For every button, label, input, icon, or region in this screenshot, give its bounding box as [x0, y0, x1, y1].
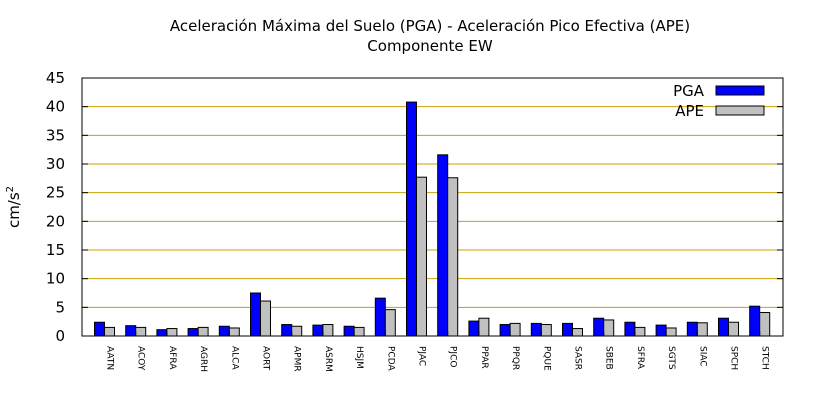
x-tick-label: AATN	[105, 346, 115, 370]
y-tick-label: 40	[46, 98, 65, 116]
x-tick-label: ASRM	[323, 346, 333, 372]
y-axis-label-unit: cm/s	[5, 192, 23, 228]
x-tick-label: AFRA	[167, 346, 177, 370]
bar-ape-siac	[696, 322, 708, 337]
plot-frame	[81, 77, 784, 337]
bar-ape-afra	[166, 328, 178, 337]
legend-label-pga: PGA	[673, 82, 705, 100]
bar-ape-stch	[759, 311, 771, 337]
x-tick-label: APMR	[292, 346, 302, 372]
y-tick-label: 15	[46, 241, 65, 259]
bar-ape-pque	[540, 324, 552, 337]
bar-ape-ppar	[478, 317, 490, 337]
bar-ape-apmr	[291, 325, 303, 337]
x-tick-label: STCH	[760, 346, 770, 370]
x-tick-label: SASR	[573, 346, 583, 370]
x-tick-label: SFRA	[635, 346, 645, 370]
x-tick-label: PQUE	[541, 346, 551, 371]
bar-ape-aort	[260, 300, 271, 337]
bar-pga-asrm	[312, 324, 324, 337]
bar-pga-agrh	[187, 328, 199, 337]
x-tick-label: AGRH	[198, 346, 208, 372]
bar-ape-aatn	[104, 326, 115, 337]
bar-ape-hsjm	[353, 326, 365, 337]
bar-ape-acoy	[135, 326, 147, 337]
bar-ape-sasr	[572, 328, 583, 337]
bar-ape-sbeb	[603, 319, 615, 337]
y-tick-label: 5	[55, 298, 65, 316]
legend: PGA APE	[673, 82, 765, 120]
bar-ape-pjco	[447, 177, 459, 337]
bar-ape-spch	[728, 321, 739, 337]
bars	[94, 101, 771, 337]
bar-pga-hsjm	[343, 325, 355, 337]
y-tick-label: 30	[46, 155, 65, 173]
x-axis-ticks: AATN ACOY AFRA AGRH ALCA AORT APMR ASRM HSJM PCDA…	[104, 331, 770, 372]
grid-lines	[82, 106, 783, 308]
legend-swatch-pga	[715, 85, 765, 96]
bar-pga-apmr	[281, 324, 293, 337]
y-tick-label: 0	[55, 327, 65, 345]
bar-ape-alca	[228, 327, 240, 337]
x-tick-label: SGTS	[666, 346, 676, 370]
bar-pga-sasr	[562, 322, 573, 337]
bar-ape-agrh	[197, 326, 209, 337]
x-tick-label: AORT	[261, 346, 271, 371]
y-tick-label: 45	[46, 69, 65, 87]
bar-pga-aort	[250, 292, 261, 337]
bar-pga-spch	[718, 317, 729, 337]
bar-pga-pjac	[406, 101, 417, 337]
y-tick-label: 25	[46, 184, 65, 202]
bar-pga-pjco	[437, 154, 449, 337]
bar-pga-stch	[749, 305, 761, 337]
x-tick-label: PPAR	[479, 346, 489, 369]
bar-pga-siac	[686, 321, 698, 337]
bar-pga-ppar	[468, 320, 480, 337]
y-axis-ticks: 0 5 10 15 20 25 30 35 40 45	[46, 69, 783, 345]
x-tick-label: PJCO	[448, 346, 458, 367]
bar-ape-ppqr	[509, 322, 521, 337]
bar-pga-ppqr	[499, 324, 511, 337]
x-tick-label: PJAC	[417, 346, 427, 366]
y-tick-label: 20	[46, 212, 65, 230]
bar-ape-pcda	[384, 309, 396, 337]
chart-title: Aceleración Máxima del Suelo (PGA) - Ace…	[170, 17, 690, 35]
legend-label-ape: APE	[675, 102, 704, 120]
chart-subtitle: Componente EW	[367, 37, 493, 55]
bar-pga-alca	[218, 325, 230, 337]
x-tick-label: HSJM	[354, 346, 364, 369]
y-axis-label-exponent: 2	[5, 186, 16, 192]
y-tick-label: 10	[46, 270, 65, 288]
bar-pga-sbeb	[593, 317, 605, 337]
bar-pga-pcda	[374, 297, 386, 337]
bar-ape-sfra	[634, 326, 646, 337]
bar-pga-afra	[156, 329, 168, 337]
x-tick-label: PCDA	[385, 346, 395, 371]
bar-pga-aatn	[94, 321, 105, 337]
bar-ape-sgts	[665, 327, 677, 337]
x-tick-label: SPCH	[729, 346, 739, 370]
x-tick-label: SBEB	[604, 346, 614, 370]
bar-ape-asrm	[322, 324, 334, 337]
y-axis-label: cm/s2	[5, 186, 23, 228]
legend-swatch-ape	[715, 105, 765, 116]
y-tick-label: 35	[46, 126, 65, 144]
bar-pga-sfra	[624, 321, 636, 337]
x-tick-label: ACOY	[136, 346, 146, 371]
bar-pga-sgts	[655, 324, 667, 337]
bar-ape-pjac	[416, 176, 427, 337]
x-tick-label: ALCA	[229, 346, 239, 370]
x-tick-label: SIAC	[697, 346, 707, 367]
bar-pga-pque	[530, 322, 542, 337]
bar-pga-acoy	[125, 325, 137, 337]
x-tick-label: PPQR	[510, 346, 520, 370]
